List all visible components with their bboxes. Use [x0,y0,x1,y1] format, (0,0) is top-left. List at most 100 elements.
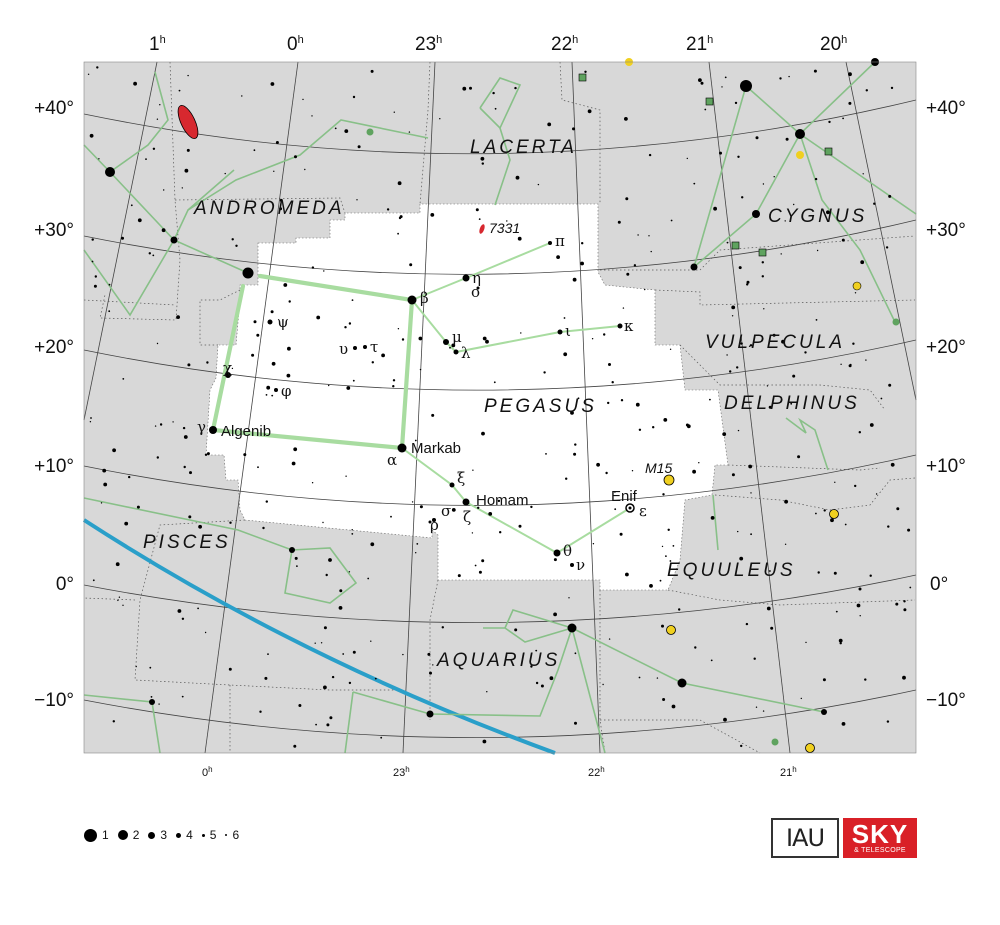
ra-bottom-0: 0h [202,765,213,779]
background-star [291,461,296,466]
background-star [784,543,787,545]
sky-logo-text: SKY [851,819,909,849]
background-star [797,455,801,459]
background-star [849,363,852,366]
background-star [451,508,456,512]
background-star [432,664,434,666]
pisces-label: PISCES [143,532,231,553]
xi-label: ξ [457,469,465,487]
background-star [224,172,226,175]
legend-dot-5 [201,833,205,837]
background-star [184,168,189,173]
background-star [785,137,789,141]
star-delta-and [170,236,178,244]
dec-labels-left: +40° +30° +20° +10° 0° −10° [34,98,74,711]
vulpecula-label: VULPECULA [705,332,845,353]
background-star [617,220,621,224]
background-star [565,477,568,480]
background-star [580,261,584,266]
background-star [731,473,735,477]
background-star [449,346,451,349]
background-star [87,73,90,76]
background-star [370,542,375,547]
lacerta-label: LACERTA [470,137,577,158]
background-star [481,559,485,563]
background-star [888,383,892,387]
background-star [270,310,274,314]
star-sadalmelik [567,623,577,633]
lambda-label: λ [461,344,471,362]
ra-bottom-22: 22h [588,765,605,779]
background-star [887,525,890,528]
background-star [392,379,396,382]
background-star [862,173,864,175]
background-star [750,492,752,494]
background-star [661,545,664,548]
background-star [530,665,533,668]
background-star [429,671,432,675]
aquarius-label: AQUARIUS [436,650,560,671]
background-star [570,411,574,415]
background-star [854,292,857,294]
background-star [573,452,577,456]
background-star [761,261,764,264]
star-iota-peg [557,329,563,335]
background-star [740,342,743,345]
background-star [671,704,676,709]
background-star [838,638,843,643]
star-chi-peg [225,372,231,378]
background-star [441,626,444,629]
background-star [841,238,845,242]
ra-top-23: 23h [415,34,442,55]
ecliptic-line [82,518,556,755]
background-star [815,319,818,321]
background-star [741,196,744,199]
background-star [692,469,696,474]
star-sadalsuud [677,678,687,688]
background-star [661,624,664,628]
background-star [311,266,315,269]
background-star [587,109,592,114]
nu-label: ν [576,556,585,574]
andromeda-label: ANDROMEDA [193,198,345,219]
zeta-label: ζ [463,508,471,526]
background-star [662,493,665,496]
star-gienah [752,210,760,218]
background-star [89,133,94,138]
legend-dot-1 [84,828,97,842]
background-star [130,204,133,207]
background-star [135,665,137,668]
background-star [469,86,472,90]
background-star [148,252,151,255]
background-star [686,157,688,160]
background-star [351,533,354,535]
background-star [273,170,275,172]
background-star [430,213,435,217]
background-star [739,556,744,561]
background-star [402,653,404,656]
coordinate-grid [83,61,917,754]
background-star [311,482,314,484]
background-star [875,493,878,495]
background-star [122,378,125,380]
background-star [763,308,765,310]
background-star [788,75,790,78]
background-star [848,72,852,77]
background-star [514,86,517,90]
star-kappa-peg [617,323,623,329]
star-markab [397,443,407,453]
background-star [206,452,210,456]
star-field [87,66,912,748]
background-star [865,89,868,92]
background-star [431,413,435,417]
background-star [792,374,796,378]
background-star [686,424,691,429]
background-star [755,706,758,708]
background-star [648,153,652,157]
beta-label: β [420,289,429,307]
background-star [189,471,192,475]
background-star [177,609,182,613]
theta-label: θ [563,542,572,560]
background-star [94,275,98,278]
dec-left-30: +30° [34,220,74,241]
